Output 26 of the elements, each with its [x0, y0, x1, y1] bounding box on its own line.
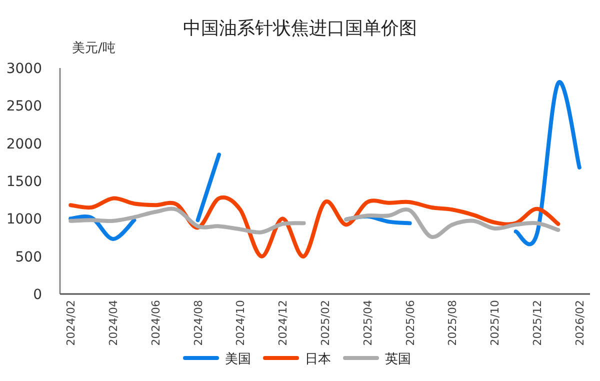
x-tick-label: 2026/02	[573, 300, 586, 346]
y-tick-label: 1500	[6, 174, 42, 190]
x-tick-label: 2024/06	[149, 300, 162, 346]
x-tick-label: 2024/12	[276, 300, 290, 346]
x-tick-label: 2025/04	[361, 300, 374, 346]
x-tick-label: 2024/08	[192, 300, 205, 346]
legend-label: 日本	[305, 352, 331, 367]
chart-title: 中国油系针状焦进口国单价图	[183, 18, 417, 39]
x-tick-label: 2025/02	[319, 300, 332, 346]
x-tick-label: 2025/06	[404, 300, 417, 346]
x-tick-label: 2025/10	[488, 300, 502, 346]
y-tick-label: 2000	[6, 136, 42, 152]
y-tick-label: 500	[15, 249, 42, 266]
legend-label: 美国	[225, 351, 251, 367]
y-tick-label: 0	[33, 287, 42, 303]
y-axis-title: 美元/吨	[72, 40, 116, 56]
x-tick-label: 2025/12	[531, 300, 544, 346]
y-tick-label: 1000	[6, 212, 42, 228]
line-series	[68, 196, 560, 258]
x-tick-label: 2024/10	[234, 300, 248, 346]
y-tick-label: 3000	[6, 61, 42, 77]
x-tick-label: 2025/08	[446, 300, 460, 346]
x-tick-label: 2024/04	[107, 300, 120, 346]
x-tick-label: 2024/02	[64, 300, 78, 346]
legend-label: 英国	[385, 352, 411, 367]
y-tick-label: 2500	[6, 98, 42, 115]
